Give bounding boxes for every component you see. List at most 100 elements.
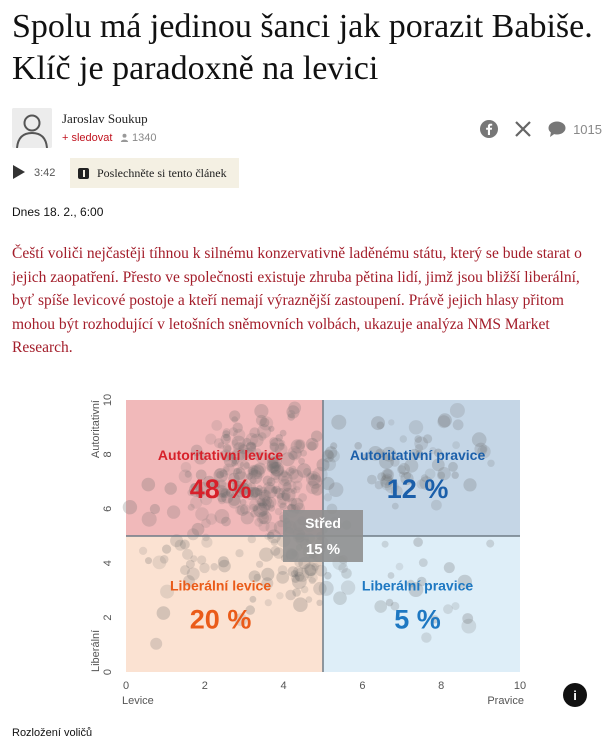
x-axis-label-right: Pravice [487, 695, 524, 707]
respondent-bubble [324, 446, 338, 459]
respondent-bubble [321, 476, 335, 491]
respondent-bubble [420, 474, 429, 482]
respondent-bubble [237, 442, 246, 450]
respondent-bubble [231, 439, 239, 446]
center-label: Střed [305, 515, 341, 531]
respondent-bubble [287, 446, 302, 461]
respondent-bubble [256, 451, 270, 465]
x-icon[interactable] [513, 119, 533, 139]
respondent-bubble [255, 491, 271, 507]
respondent-bubble [278, 471, 293, 486]
respondent-bubble [248, 469, 263, 485]
respondent-bubble [276, 492, 284, 500]
respondent-bubble [233, 467, 240, 475]
respondent-bubble [418, 558, 428, 567]
voter-distribution-chart: Střed 15 % Autoritativní levice 48 % Autori… [84, 390, 530, 710]
listen-article-label: Poslechněte si tento článek [97, 165, 227, 180]
respondent-bubble [205, 433, 217, 445]
respondent-bubble [211, 420, 223, 431]
respondent-bubble [186, 567, 200, 581]
respondent-bubble [268, 425, 275, 432]
respondent-bubble [213, 468, 229, 483]
respondent-bubble [252, 505, 259, 512]
respondent-bubble [220, 449, 233, 462]
respondent-bubble [216, 471, 225, 479]
play-icon[interactable] [12, 164, 26, 180]
respondent-bubble [232, 480, 244, 493]
respondent-bubble [316, 599, 323, 606]
respondent-bubble [250, 487, 262, 500]
respondent-bubble [379, 454, 394, 470]
respondent-bubble [414, 436, 429, 451]
respondent-bubble [318, 580, 334, 596]
listen-article-button[interactable]: Poslechněte si tento článek [70, 158, 239, 188]
respondent-bubble [289, 469, 304, 484]
follow-button[interactable]: + sledovat [62, 132, 113, 144]
respondent-bubble [303, 467, 312, 476]
respondent-bubble [233, 428, 246, 441]
respondent-bubble [231, 448, 246, 462]
respondent-bubble [305, 437, 319, 451]
respondent-bubble [248, 570, 261, 583]
author-name[interactable]: Jaroslav Soukup [62, 111, 148, 126]
respondent-bubble [262, 498, 275, 511]
respondent-bubble [272, 476, 280, 484]
respondent-bubble [321, 450, 335, 463]
respondent-bubble [241, 482, 249, 490]
respondent-bubble [217, 482, 232, 497]
respondent-bubble [261, 513, 268, 520]
respondent-bubble [218, 559, 231, 573]
respondent-bubble [400, 471, 414, 486]
respondent-bubble [290, 487, 297, 495]
respondent-bubble [424, 468, 436, 480]
author-avatar[interactable] [12, 108, 52, 148]
respondent-bubble [312, 466, 328, 482]
respondent-bubble [443, 604, 453, 615]
respondent-bubble [308, 474, 323, 489]
respondent-bubble [307, 472, 315, 481]
y-tick-label: 0 [102, 669, 114, 675]
respondent-bubble [254, 462, 267, 475]
respondent-bubble [190, 483, 198, 491]
respondent-bubble [324, 571, 332, 580]
respondent-bubble [290, 447, 302, 459]
respondent-bubble [308, 577, 316, 585]
respondent-bubble [262, 475, 273, 486]
respondent-bubble [457, 574, 472, 590]
respondent-bubble [162, 544, 172, 554]
respondent-bubble [174, 539, 186, 551]
respondent-bubble [403, 472, 412, 480]
info-icon[interactable]: i [563, 683, 587, 707]
comment-icon[interactable] [547, 119, 567, 139]
respondent-bubble [225, 488, 235, 497]
publish-date: Dnes 18. 2., 6:00 [12, 205, 104, 219]
respondent-bubble [259, 500, 267, 509]
respondent-bubble [270, 538, 278, 546]
respondent-bubble [281, 487, 296, 502]
respondent-bubble [269, 442, 279, 452]
respondent-bubble [195, 507, 209, 521]
respondent-bubble [423, 434, 433, 444]
article-perex: Čeští voliči nejčastěji tíhnou k silnému… [12, 245, 582, 356]
respondent-bubble [221, 491, 234, 504]
respondent-bubble [266, 450, 281, 465]
respondent-bubble [233, 471, 249, 487]
respondent-bubble [268, 455, 282, 469]
share-bar: 1015 [479, 118, 602, 140]
facebook-icon[interactable] [479, 119, 499, 139]
respondent-bubble [487, 459, 495, 467]
respondent-bubble [385, 598, 394, 607]
respondent-bubble [237, 449, 249, 461]
respondent-bubble [285, 589, 296, 601]
followers-count: 1340 [120, 132, 156, 144]
respondent-bubble [231, 416, 238, 423]
respondent-bubble [267, 464, 274, 471]
respondent-bubble [328, 482, 344, 497]
y-tick-label: 8 [102, 451, 114, 457]
comments-count[interactable]: 1015 [573, 121, 602, 137]
respondent-bubble [266, 457, 279, 469]
respondent-bubble [251, 465, 265, 479]
respondent-bubble [256, 485, 263, 492]
respondent-bubble [331, 414, 347, 430]
respondent-bubble [292, 480, 303, 491]
